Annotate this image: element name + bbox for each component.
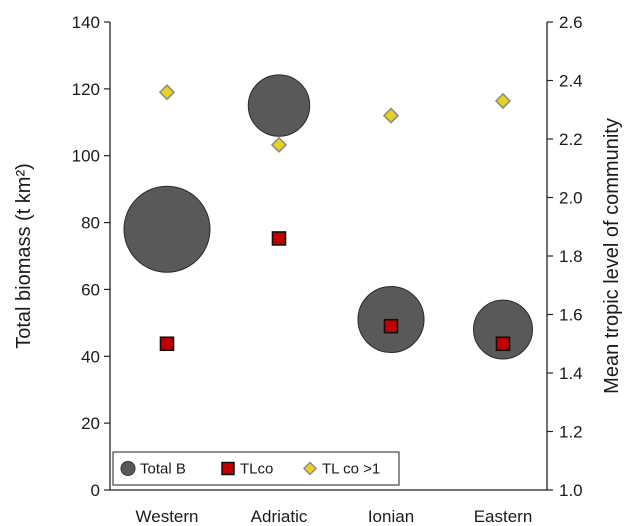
point-tl-co-gt1 <box>382 107 400 124</box>
left-tick-label: 40 <box>81 347 100 366</box>
left-axis-title: Total biomass (t km²) <box>13 163 35 349</box>
right-tick-label: 1.0 <box>559 481 583 500</box>
right-tick-label: 2.4 <box>559 72 583 91</box>
right-tick-label: 1.8 <box>559 247 583 266</box>
point-tlco <box>495 336 511 352</box>
right-tick-label: 1.2 <box>559 423 583 442</box>
left-tick-label: 120 <box>72 80 100 99</box>
legend: Total B TLco TL co >1 <box>112 451 400 486</box>
x-category-label: Adriatic <box>251 507 308 526</box>
left-tick-label: 80 <box>81 214 100 233</box>
right-tick-label: 2.6 <box>559 13 583 32</box>
left-tick-label: 100 <box>72 147 100 166</box>
right-tick-label: 1.4 <box>559 364 583 383</box>
right-tick-label: 2.0 <box>559 189 583 208</box>
point-tlco <box>383 318 399 334</box>
point-tlco <box>271 231 287 246</box>
point-tl-co-gt1 <box>158 84 176 101</box>
left-tick-label: 140 <box>72 13 100 32</box>
bubble-total-b <box>473 299 533 360</box>
left-tick-label: 0 <box>91 481 100 500</box>
x-category-label: Ionian <box>368 507 414 526</box>
axes: 0 20 40 60 80 100 120 140 1.0 1.2 1.4 1.6 1.8 2.0 2.2 2… <box>13 13 623 526</box>
bubble-total-b <box>123 185 211 273</box>
left-tick-label: 20 <box>81 414 100 433</box>
legend-label: TLco <box>240 461 273 478</box>
chart-marks <box>123 74 533 360</box>
x-category-label: Eastern <box>474 507 533 526</box>
bubble-total-b <box>247 74 311 137</box>
left-tick-label: 60 <box>81 280 100 299</box>
legend-label: Total B <box>140 461 186 478</box>
legend-box <box>112 451 400 486</box>
point-tl-co-gt1 <box>270 136 288 153</box>
x-category-label: Western <box>136 507 199 526</box>
legend-symbol-total-b <box>120 461 136 476</box>
legend-symbol-tlco <box>221 461 235 476</box>
point-tl-co-gt1 <box>494 92 512 110</box>
point-tlco <box>159 336 175 352</box>
right-tick-label: 1.6 <box>559 306 583 325</box>
right-axis-title: Mean tropic level of community <box>601 118 623 394</box>
legend-symbol-tl-co-gt1 <box>302 461 318 476</box>
legend-label: TL co >1 <box>322 461 380 478</box>
right-tick-label: 2.2 <box>559 130 583 149</box>
